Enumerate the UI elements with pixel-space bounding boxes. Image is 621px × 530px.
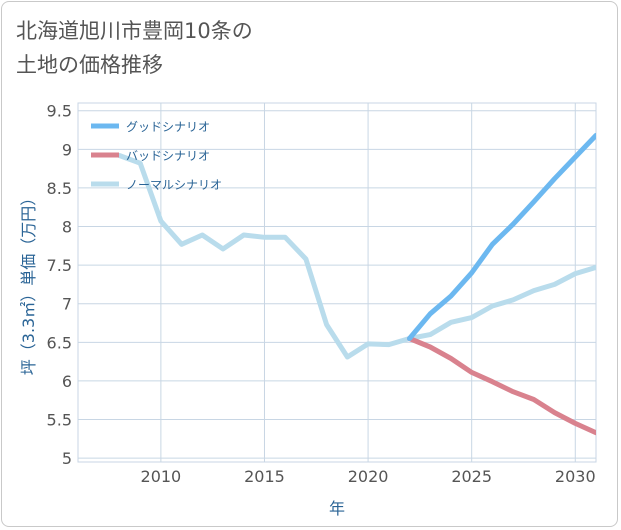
x-tick-label: 2030 [555,467,596,486]
x-tick-label: 2020 [348,467,389,486]
series-line-bad [407,336,596,436]
y-tick-label: 5 [62,449,72,468]
y-tick-label: 7.5 [47,256,72,275]
x-tick-label: 2015 [244,467,285,486]
y-axis-title: 坪（3.3㎡）単価（万円） [19,190,38,375]
y-tick-label: 9 [62,140,72,159]
series-line-normal [116,153,596,360]
chart-title: 北海道旭川市豊岡10条の 土地の価格推移 [16,19,253,77]
legend-label: バッドシナリオ [126,149,210,163]
x-axis-title: 年 [329,499,345,518]
y-tick-label: 9.5 [47,102,72,121]
series-line-good [407,132,596,341]
y-tick-labels: 5 5.5 6 6.5 7 7.5 8 8.5 9 9.5 [47,102,72,468]
x-tick-labels: 2010 2015 2020 2025 2030 [141,467,596,486]
legend-label: ノーマルシナリオ [126,178,222,192]
x-tick-label: 2025 [451,467,492,486]
legend-label: グッドシナリオ [126,120,210,134]
plot-area-border [77,102,597,463]
y-tick-label: 8.5 [47,179,72,198]
y-tick-label: 7 [62,295,72,314]
y-tick-label: 8 [62,218,72,237]
y-tick-label: 6.5 [47,333,72,352]
y-tick-label: 5.5 [47,411,72,430]
y-tick-label: 6 [62,372,72,391]
series-lines [116,132,596,436]
x-tick-label: 2010 [141,467,182,486]
